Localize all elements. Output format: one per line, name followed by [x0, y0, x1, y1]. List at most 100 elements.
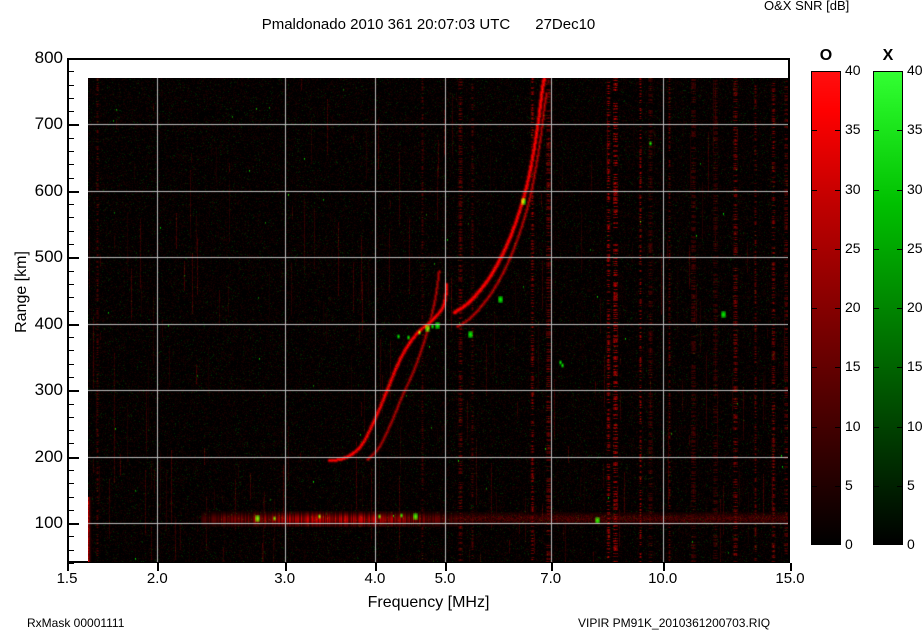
y-tick-minor [67, 376, 74, 378]
y-tick-minor [67, 536, 74, 538]
colorbar-tick [873, 130, 879, 132]
colorbar-x-label: X [882, 47, 894, 64]
y-tick-label-400: 400 [34, 313, 63, 333]
y-tick-minor [67, 337, 74, 339]
x-tick [550, 563, 553, 571]
y-tick-minor [67, 244, 74, 246]
colorbar-o-tick-label-5: 5 [845, 476, 853, 493]
x-tick [445, 563, 448, 571]
colorbar-tick [811, 367, 817, 369]
y-tick-label-300: 300 [34, 380, 63, 400]
y-tick-minor [67, 496, 74, 498]
y-tick-minor [67, 416, 74, 418]
colorbar-tick [835, 485, 841, 487]
colorbar-tick [873, 367, 879, 369]
y-tick-minor [67, 509, 74, 511]
colorbar-tick [873, 248, 879, 250]
x-tick-label-2.0: 2.0 [146, 570, 168, 587]
colorbar-x-tick-label-20: 20 [907, 299, 922, 315]
colorbar-o-tick-label-0: 0 [845, 536, 853, 552]
y-tick-minor [67, 230, 74, 232]
x-tick [284, 563, 287, 571]
y-tick-minor [67, 443, 74, 445]
y-tick-minor [67, 363, 74, 365]
x-tick [67, 563, 69, 571]
colorbar-tick [873, 485, 879, 487]
colorbar-tick [873, 426, 879, 428]
y-tick-major [67, 58, 79, 60]
colorbar-x-tick-label-25: 25 [907, 239, 922, 256]
y-tick-minor [67, 310, 74, 312]
y-tick-major [67, 390, 79, 393]
colorbar-tick [897, 367, 903, 369]
colorbar-tick [873, 189, 879, 191]
colorbar-tick [897, 426, 903, 428]
y-tick-minor [67, 270, 74, 272]
y-tick-label-700: 700 [34, 114, 63, 134]
colorbar-tick [835, 367, 841, 369]
rxmask-label: RxMask 00001111 [27, 616, 125, 630]
colorbar-x-tick-label-10: 10 [907, 417, 922, 434]
y-tick-minor [67, 549, 74, 551]
y-tick-minor [67, 204, 74, 206]
y-tick-label-500: 500 [34, 247, 63, 267]
colorbar-tick [811, 485, 817, 487]
colorbar-tick [897, 189, 903, 191]
colorbar-x-tick-label-35: 35 [907, 121, 922, 138]
y-tick-label-200: 200 [34, 446, 63, 466]
colorbar-tick [873, 308, 879, 309]
y-tick-minor [67, 151, 74, 153]
colorbar-x-tick-label-40: 40 [907, 62, 922, 78]
y-tick-label-600: 600 [34, 180, 63, 200]
y-tick-major [67, 323, 79, 326]
y-tick-label-100: 100 [34, 513, 63, 533]
colorbar-tick [835, 308, 841, 309]
x-tick-label-10.0: 10.0 [648, 570, 678, 587]
y-tick-minor [67, 217, 74, 219]
y-tick-minor [67, 469, 74, 471]
x-tick-label-15.0: 15.0 [775, 570, 805, 587]
y-axis-title: Range [km] [12, 251, 30, 333]
colorbar-o-tick-label-40: 40 [845, 62, 861, 78]
colorbar-tick [835, 189, 841, 191]
colorbar-tick [897, 308, 903, 309]
x-tick [374, 563, 377, 571]
y-tick-major [67, 124, 79, 127]
page-title: Pmaldonado 2010 361 20:07:03 UTC 27Dec10 [261, 16, 596, 33]
colorbar-o-label: O [819, 47, 833, 64]
colorbar-o-tick-label-35: 35 [845, 121, 861, 138]
colorbar-o-tick-label-10: 10 [845, 417, 861, 434]
colorbar-x-tick-label-0: 0 [907, 536, 915, 552]
colorbar-x-tick-label-5: 5 [907, 476, 915, 493]
colorbar-tick [811, 426, 817, 428]
colorbar-tick [897, 248, 903, 250]
colorbar-tick [835, 130, 841, 132]
x-tick-label-5.0: 5.0 [434, 570, 456, 587]
colorbar-tick [811, 189, 817, 191]
y-tick-minor [67, 297, 74, 299]
y-tick-minor [67, 97, 74, 99]
y-tick-minor [67, 84, 74, 86]
y-tick-minor [67, 111, 74, 113]
y-tick-label-800: 800 [34, 48, 63, 67]
y-tick-minor [67, 403, 74, 405]
y-tick-minor [67, 137, 74, 139]
y-tick-minor [67, 177, 74, 179]
y-tick-major [67, 257, 79, 260]
x-axis-title: Frequency [MHz] [367, 594, 490, 611]
colorbar-title: O&X SNR [dB] [764, 0, 850, 13]
y-tick-minor [67, 71, 74, 73]
y-tick-minor [67, 283, 74, 285]
x-tick-label-3.0: 3.0 [274, 570, 296, 587]
colorbar-tick [835, 426, 841, 428]
x-tick [662, 563, 665, 571]
colorbar-o-tick-label-25: 25 [845, 239, 861, 256]
x-tick [157, 563, 160, 571]
x-tick-label-7.0: 7.0 [540, 570, 562, 587]
colorbar-tick [897, 130, 903, 132]
y-tick-major [67, 190, 79, 193]
y-tick-minor [67, 164, 74, 166]
colorbar-o-tick-label-15: 15 [845, 358, 861, 375]
ionogram-heatmap[interactable] [88, 78, 788, 562]
x-tick-label-1.5: 1.5 [56, 570, 78, 587]
